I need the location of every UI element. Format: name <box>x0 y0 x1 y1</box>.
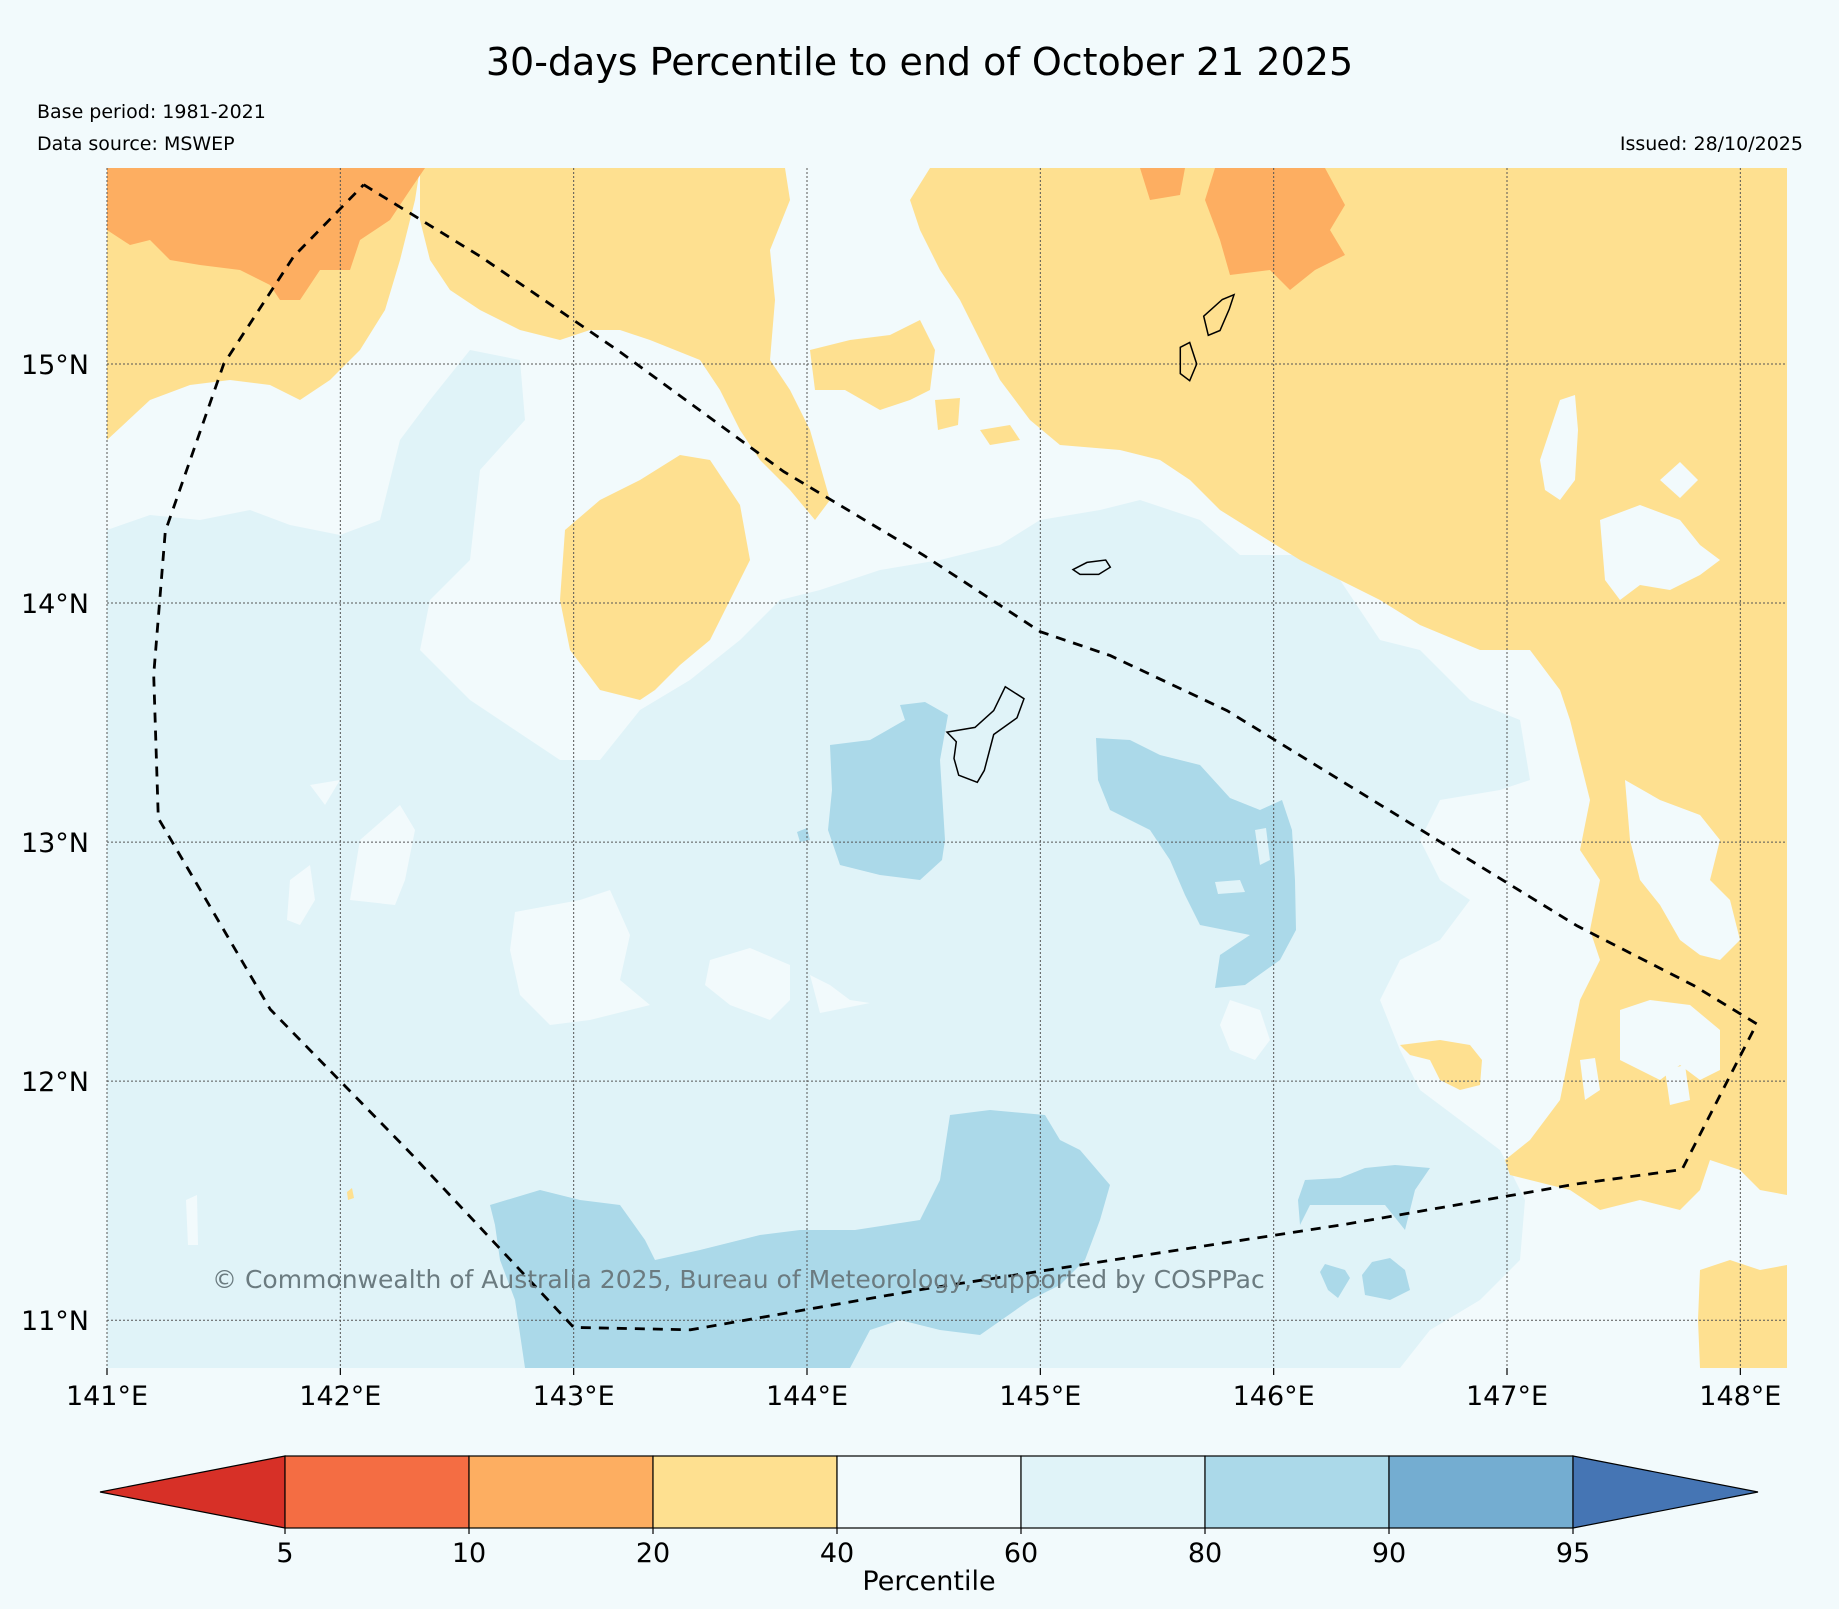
field-60-80-main <box>107 350 1530 1368</box>
field-40-60-hole <box>350 805 415 905</box>
island-outline-saipan <box>1202 293 1236 337</box>
longitude-tick-label: 148°E <box>1699 1381 1781 1412</box>
field-20-40-north <box>420 168 830 520</box>
latitude-tick-label: 11°N <box>21 1306 89 1337</box>
field-20-40-spot <box>1698 1260 1787 1368</box>
longitude-tick-label: 145°E <box>999 1381 1081 1412</box>
field-40-60-hole <box>186 1195 198 1245</box>
latitude-tick-label: 12°N <box>21 1067 89 1098</box>
longitude-tick-label: 147°E <box>1466 1381 1548 1412</box>
field-10-20-northwest <box>107 168 425 300</box>
field-40-60-pocket <box>1625 780 1740 960</box>
colorbar-legend: 5 10 20 40 60 80 90 95 <box>99 1455 1759 1569</box>
colorbar-bin <box>1020 1455 1206 1529</box>
map-panel <box>107 168 1787 1368</box>
copyright-credit: © Commonwealth of Australia 2025, Bureau… <box>212 1265 1265 1294</box>
issued-date-label: Issued: 28/10/2025 <box>1619 133 1803 155</box>
colorbar-tick-label: 40 <box>820 1538 854 1569</box>
field-40-60-pocket <box>1665 1065 1690 1105</box>
field-80-90-hole <box>1255 828 1270 865</box>
longitude-axis-labels: 141°E 142°E 143°E 144°E 145°E 146°E 147°E 148°E <box>66 1381 1781 1412</box>
field-80-90 <box>828 702 948 880</box>
colorbar-bin <box>284 1455 470 1529</box>
colorbar-tick-label: 20 <box>636 1538 670 1569</box>
field-40-60-hole <box>287 865 315 925</box>
longitude-tick-label: 143°E <box>533 1381 615 1412</box>
data-source-label: Data source: MSWEP <box>37 133 235 155</box>
page-title: 30-days Percentile to end of October 21 … <box>485 40 1354 84</box>
colorbar-bin <box>1204 1455 1390 1529</box>
latitude-tick-label: 13°N <box>21 828 89 859</box>
colorbar-bin <box>468 1455 654 1529</box>
longitude-tick-label: 142°E <box>299 1381 381 1412</box>
colorbar-tick-label: 60 <box>1004 1538 1038 1569</box>
field-80-90 <box>1096 738 1296 988</box>
colorbar-tick-label: 80 <box>1188 1538 1222 1569</box>
field-80-90 <box>490 1110 1110 1368</box>
field-20-40-spot <box>347 1188 354 1200</box>
colorbar-bin <box>836 1455 1022 1529</box>
eez-boundary-line <box>152 183 1759 1332</box>
field-40-60-hole <box>1220 1000 1270 1060</box>
field-80-90 <box>1362 1258 1410 1300</box>
base-period-label: Base period: 1981-2021 <box>37 101 266 123</box>
colorbar-bin <box>652 1455 838 1529</box>
longitude-tick-label: 144°E <box>766 1381 848 1412</box>
island-outline-tinian <box>1179 341 1198 382</box>
colorbar-tick-label: 95 <box>1556 1538 1590 1569</box>
latitude-tick-label: 15°N <box>21 350 89 381</box>
field-10-20-north <box>1205 168 1345 290</box>
map-gridlines <box>106 168 1787 1375</box>
field-20-40-island <box>935 398 960 430</box>
field-40-60-hole <box>310 780 340 805</box>
latitude-axis-labels: 15°N 14°N 13°N 12°N 11°N <box>21 350 89 1337</box>
longitude-tick-label: 146°E <box>1233 1381 1315 1412</box>
field-40-60-pocket <box>1600 505 1720 600</box>
field-40-60-pocket <box>1660 462 1698 498</box>
field-40-60-pocket <box>1620 1000 1720 1080</box>
latitude-tick-label: 14°N <box>21 589 89 620</box>
field-10-20-spot <box>1140 168 1185 200</box>
colorbar-over-triangle <box>1572 1455 1759 1529</box>
longitude-tick-label: 141°E <box>66 1381 148 1412</box>
field-20-40-spot <box>1400 1040 1482 1090</box>
colorbar-tick-label: 90 <box>1372 1538 1406 1569</box>
field-80-90 <box>1320 1264 1350 1298</box>
field-20-40-island <box>980 425 1020 445</box>
colorbar-bin <box>1388 1455 1574 1529</box>
colorbar-tick-label: 5 <box>276 1538 293 1569</box>
field-40-60-hole <box>810 975 870 1013</box>
field-80-90 <box>797 828 810 842</box>
field-20-40-mid-north <box>810 320 935 410</box>
colorbar-under-triangle <box>99 1455 286 1529</box>
field-40-60-hole <box>510 890 650 1025</box>
island-outlines <box>945 293 1236 784</box>
field-20-40-center <box>560 455 750 700</box>
field-40-60-hole <box>705 948 790 1020</box>
island-outline-rota <box>1071 559 1112 576</box>
colorbar-tick-label: 10 <box>452 1538 486 1569</box>
island-outline-guam <box>945 685 1025 784</box>
field-40-60-pocket <box>1580 1058 1600 1100</box>
field-60-80-left <box>107 600 260 1368</box>
field-80-90 <box>1298 1165 1430 1230</box>
field-80-90-hole <box>1215 880 1245 894</box>
field-40-60-pocket <box>1540 395 1578 500</box>
colorbar-title: Percentile <box>862 1566 995 1597</box>
